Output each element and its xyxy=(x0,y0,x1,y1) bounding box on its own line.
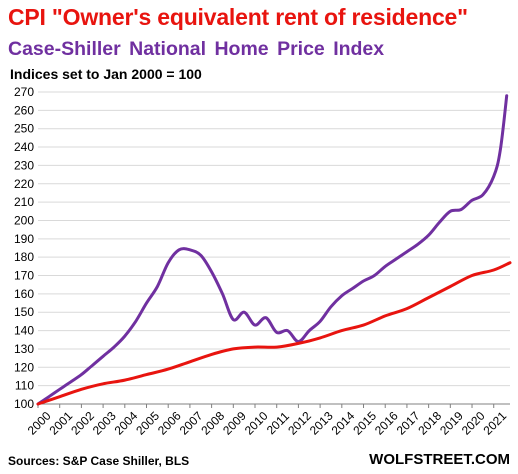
x-tick-label: 2021 xyxy=(481,409,510,438)
cpi-oer-line xyxy=(36,261,512,406)
y-tick-label: 210 xyxy=(14,195,34,209)
y-axis: 100 110 120 130 140 150 160 170 180 190 200 210 220 2… xyxy=(14,85,34,411)
chart-series xyxy=(36,94,512,406)
x-axis: 2000200120022003200420052006200720082009… xyxy=(25,403,510,438)
chart-title: CPI "Owner's equivalent rent of residenc… xyxy=(8,4,468,30)
x-tick-label: 2007 xyxy=(177,409,206,438)
x-tick-label: 2005 xyxy=(133,409,162,438)
x-tick-label: 2020 xyxy=(459,409,488,438)
x-tick-label: 2000 xyxy=(25,409,54,438)
x-tick-label: 2016 xyxy=(372,409,401,438)
x-tick-label: 2008 xyxy=(198,409,227,438)
x-tick-label: 2002 xyxy=(68,409,97,438)
x-tick-label: 2015 xyxy=(350,409,379,438)
y-tick-label: 260 xyxy=(14,103,34,117)
x-tick-label: 2011 xyxy=(264,409,292,437)
y-tick-label: 120 xyxy=(14,360,34,374)
x-tick-label: 2010 xyxy=(242,409,271,438)
y-tick-label: 140 xyxy=(14,324,34,338)
x-tick-label: 2004 xyxy=(112,409,141,438)
y-tick-label: 230 xyxy=(14,158,34,172)
y-tick-label: 200 xyxy=(14,213,34,227)
x-tick-label: 2012 xyxy=(285,409,314,438)
y-tick-label: 100 xyxy=(14,397,34,411)
y-tick-label: 130 xyxy=(14,342,34,356)
x-tick-label: 2019 xyxy=(437,409,466,438)
x-tick-label: 2018 xyxy=(415,409,444,438)
chart-subtitle: Case-Shiller National Home Price Index xyxy=(8,38,385,60)
source-note: Sources: S&P Case Shiller, BLS xyxy=(8,454,190,468)
y-tick-label: 220 xyxy=(14,177,34,191)
y-tick-label: 160 xyxy=(14,287,34,301)
brand-label: WOLFSTREET.COM xyxy=(369,451,510,468)
y-tick-label: 240 xyxy=(14,140,34,154)
x-tick-label: 2006 xyxy=(155,409,184,438)
x-tick-label: 2003 xyxy=(90,409,119,438)
y-tick-label: 270 xyxy=(14,85,34,99)
x-tick-label: 2014 xyxy=(329,409,358,438)
chart-gridlines xyxy=(38,91,510,405)
case-shiller-line xyxy=(36,94,509,406)
x-tick-label: 2017 xyxy=(394,409,423,438)
y-tick-label: 170 xyxy=(14,269,34,283)
x-tick-label: 2009 xyxy=(220,409,249,438)
x-tick-label: 2001 xyxy=(46,409,75,438)
y-tick-label: 110 xyxy=(15,379,34,393)
chart-note: Indices set to Jan 2000 = 100 xyxy=(10,66,202,82)
x-tick-label: 2013 xyxy=(307,409,336,438)
y-tick-label: 180 xyxy=(14,250,34,264)
y-tick-label: 190 xyxy=(14,232,34,246)
y-tick-label: 250 xyxy=(14,122,34,136)
y-tick-label: 150 xyxy=(14,305,34,319)
